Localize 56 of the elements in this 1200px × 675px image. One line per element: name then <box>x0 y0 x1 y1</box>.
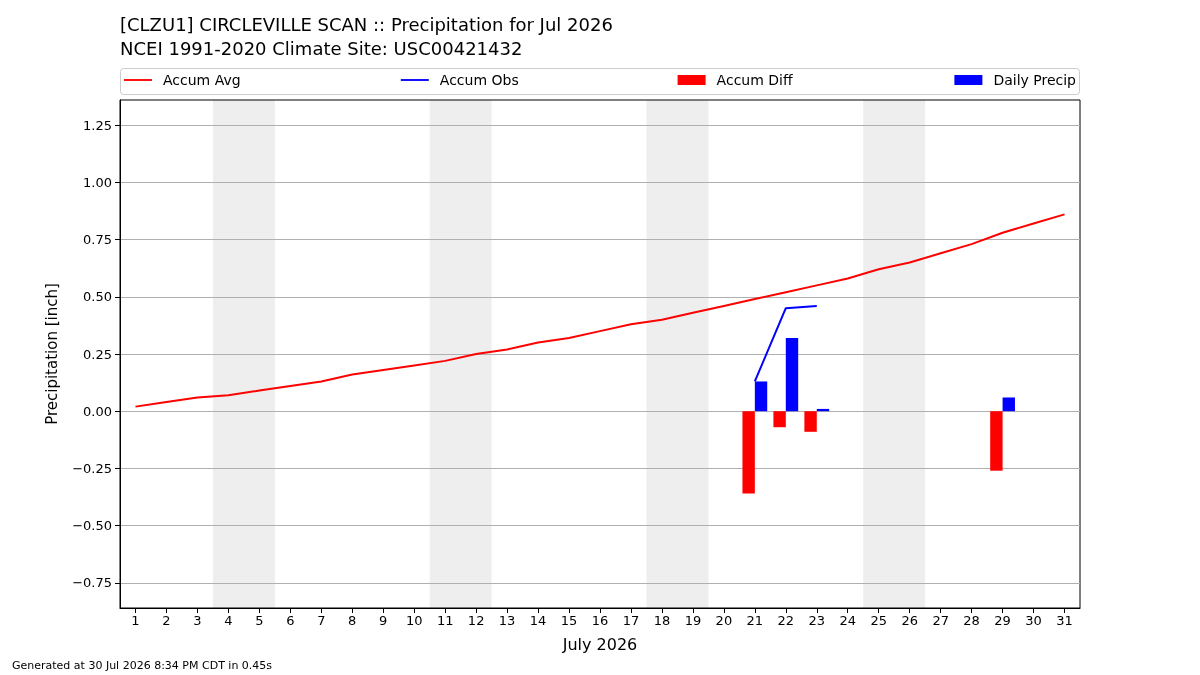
y-tick-label: −0.75 <box>72 575 112 591</box>
x-tick-label: 18 <box>653 613 671 628</box>
x-tick-label: 1 <box>131 613 140 628</box>
y-tick-label: 0.75 <box>83 232 112 248</box>
x-tick-label: 10 <box>405 613 423 628</box>
bar <box>804 411 817 432</box>
legend-label: Daily Precip <box>993 72 1077 88</box>
x-tick-label: 27 <box>932 613 949 628</box>
x-tick-label: 12 <box>467 613 485 628</box>
y-tick-label: −0.50 <box>72 518 112 534</box>
bar <box>742 411 755 494</box>
x-tick-label: 8 <box>348 613 357 628</box>
x-tick-label: 6 <box>286 613 295 628</box>
bar <box>990 411 1003 471</box>
chart-title: [CLZU1] CIRCLEVILLE SCAN :: Precipitation for Jul 2026 <box>120 13 613 35</box>
x-tick-label: 7 <box>317 613 326 628</box>
x-tick-label: 5 <box>255 613 264 628</box>
x-tick-label: 23 <box>808 613 826 628</box>
x-tick-label: 17 <box>622 613 640 628</box>
x-tick-label: 4 <box>224 613 233 628</box>
y-tick-label: 1.25 <box>83 117 112 133</box>
chart-subtitle: NCEI 1991-2020 Climate Site: USC00421432 <box>120 37 523 59</box>
y-tick-label: −0.25 <box>72 460 112 476</box>
y-tick-label: 0.25 <box>83 346 112 362</box>
x-tick-label: 28 <box>963 613 980 628</box>
legend-label: Accum Diff <box>716 72 793 88</box>
bar <box>1002 397 1015 412</box>
x-tick-label: 9 <box>379 613 388 628</box>
x-tick-label: 21 <box>746 613 764 628</box>
x-tick-label: 31 <box>1056 613 1073 628</box>
line-series <box>134 213 1066 408</box>
x-axis-title: July 2026 <box>561 634 638 654</box>
x-tick-label: 2 <box>162 613 171 628</box>
x-tick-label: 13 <box>498 613 516 628</box>
x-tick-label: 24 <box>839 613 857 628</box>
x-tick-label: 26 <box>901 613 918 628</box>
x-tick-label: 25 <box>870 613 887 628</box>
y-tick-label: 1.00 <box>83 174 112 190</box>
y-tick-label: 0.00 <box>83 403 112 419</box>
legend-label: Accum Avg <box>163 72 241 88</box>
x-tick-label: 15 <box>560 613 578 628</box>
x-tick-label: 19 <box>684 613 702 628</box>
x-tick-label: 14 <box>529 613 547 628</box>
bar <box>773 411 786 428</box>
y-axis-title: Precipitation [inch] <box>42 283 61 425</box>
x-tick-label: 29 <box>994 613 1011 628</box>
x-tick-label: 16 <box>591 613 609 628</box>
bar <box>785 337 799 412</box>
x-tick-label: 30 <box>1025 613 1042 628</box>
x-tick-label: 20 <box>715 613 733 628</box>
x-tick-label: 3 <box>193 613 202 628</box>
x-tick-label: 22 <box>777 613 795 628</box>
text: Generated at 30 Jul 2026 8:34 PM CDT in 0.45s <box>12 659 273 672</box>
x-tick-label: 11 <box>436 613 454 628</box>
legend-label: Accum Obs <box>439 72 519 88</box>
y-tick-label: 0.50 <box>83 289 112 305</box>
